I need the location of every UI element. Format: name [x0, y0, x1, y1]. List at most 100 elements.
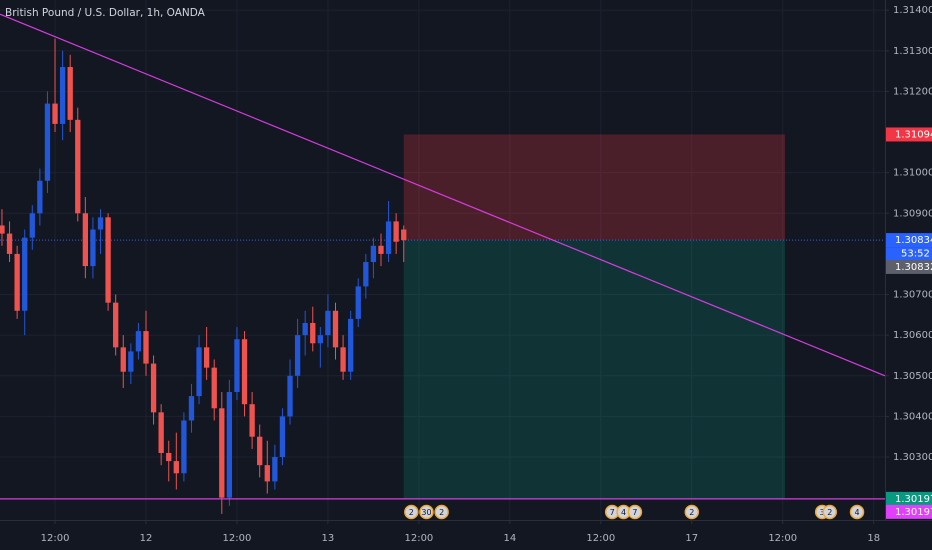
event-label: 2: [439, 508, 444, 517]
x-tick-label: 12:00: [404, 533, 433, 544]
candle-body: [29, 213, 35, 238]
candle-body: [90, 229, 96, 267]
price-label: 1.30832: [895, 262, 932, 273]
candle-body: [188, 396, 195, 421]
price-label-bg: [886, 233, 932, 248]
candle-body: [150, 363, 157, 413]
candle-body: [264, 465, 270, 482]
x-tick-label: 13: [322, 533, 335, 544]
candle-body: [75, 119, 81, 214]
candle-body: [279, 416, 286, 458]
candle-body: [181, 420, 187, 474]
countdown-bg: [886, 247, 932, 261]
countdown: 53:52: [901, 249, 930, 260]
candle-body: [355, 286, 361, 319]
y-tick-label: 1.30300: [893, 452, 932, 463]
price-label-bg: [886, 127, 932, 142]
candle-body: [67, 67, 73, 120]
candle-body: [378, 245, 384, 254]
candle-body: [6, 233, 13, 254]
price-label: 1.30197: [895, 494, 932, 505]
candle-body: [317, 335, 323, 344]
y-tick-label: 1.30500: [893, 371, 932, 382]
candle-body: [363, 262, 369, 287]
candle-body: [158, 412, 164, 453]
event-label: 2: [409, 508, 414, 517]
candle-body: [241, 339, 248, 405]
event-marker: [419, 504, 434, 520]
candle-body: [196, 347, 202, 397]
candle-body: [59, 67, 66, 124]
price-label-bg: [886, 504, 932, 519]
candle-body: [370, 245, 377, 263]
event-marker: [404, 504, 419, 520]
event-marker: [684, 504, 700, 520]
event-marker: [627, 504, 643, 520]
candle-body: [0, 225, 5, 234]
candle-body: [385, 221, 392, 254]
candle-body: [105, 217, 111, 303]
x-tick-label: 18: [867, 533, 880, 544]
candle-body: [37, 180, 43, 214]
candle-body: [203, 347, 210, 368]
candle-body: [82, 213, 89, 267]
candle-body: [113, 302, 119, 348]
x-tick-label: 12:00: [41, 533, 70, 544]
candle-body: [294, 335, 301, 376]
event-label: 7: [610, 508, 615, 517]
candle-body: [120, 347, 126, 372]
candle-body: [302, 322, 308, 336]
x-tick-label: 12:00: [223, 533, 252, 544]
candle-body: [219, 408, 225, 498]
y-tick-label: 1.30600: [893, 330, 932, 341]
event-marker: [849, 504, 865, 520]
candle-body: [340, 347, 346, 372]
y-tick-label: 1.31300: [893, 46, 932, 57]
candle-body: [249, 404, 255, 437]
y-tick-label: 1.30900: [893, 208, 932, 219]
event-label: 2: [827, 508, 832, 517]
y-tick-label: 1.31000: [893, 168, 932, 179]
candle-body: [348, 318, 354, 372]
candle-body: [332, 310, 339, 348]
chart-title: British Pound / U.S. Dollar, 1h, OANDA: [5, 7, 206, 19]
candle-body: [173, 461, 179, 474]
x-tick-label: 12:00: [586, 533, 615, 544]
event-label: 3: [820, 508, 825, 517]
x-tick-label: 17: [685, 533, 698, 544]
event-marker: [822, 504, 837, 520]
x-tick-label: 12: [140, 533, 153, 544]
candle-body: [257, 436, 263, 466]
candle-body: [52, 103, 58, 124]
candle-body: [234, 339, 240, 393]
candle-body: [272, 457, 278, 482]
candle-body: [97, 217, 104, 230]
candle-body: [310, 322, 316, 344]
candle-body: [143, 331, 149, 364]
candle-body: [287, 375, 293, 417]
y-tick-label: 1.30400: [893, 411, 932, 422]
candle-body: [393, 221, 399, 242]
price-label: 1.31094: [895, 129, 932, 140]
price-label-bg: [886, 491, 932, 506]
event-label: 4: [854, 508, 859, 517]
event-label: 30: [421, 508, 431, 517]
y-tick-label: 1.30700: [893, 290, 932, 301]
trendline: [0, 13, 886, 377]
event-marker: [434, 504, 449, 520]
candle-body: [44, 103, 51, 181]
event-label: 7: [632, 508, 637, 517]
y-tick-label: 1.31400: [893, 5, 932, 16]
y-tick-label: 1.31200: [893, 86, 932, 97]
target-zone: [403, 240, 786, 499]
event-label: 2: [689, 508, 694, 517]
candle-body: [22, 237, 28, 311]
candle-body: [401, 229, 407, 241]
price-label: 1.30834: [895, 235, 932, 246]
candle-body: [128, 351, 134, 372]
event-label: 4: [621, 508, 626, 517]
price-label: 1.30197: [895, 507, 932, 518]
x-tick-label: 14: [503, 533, 516, 544]
